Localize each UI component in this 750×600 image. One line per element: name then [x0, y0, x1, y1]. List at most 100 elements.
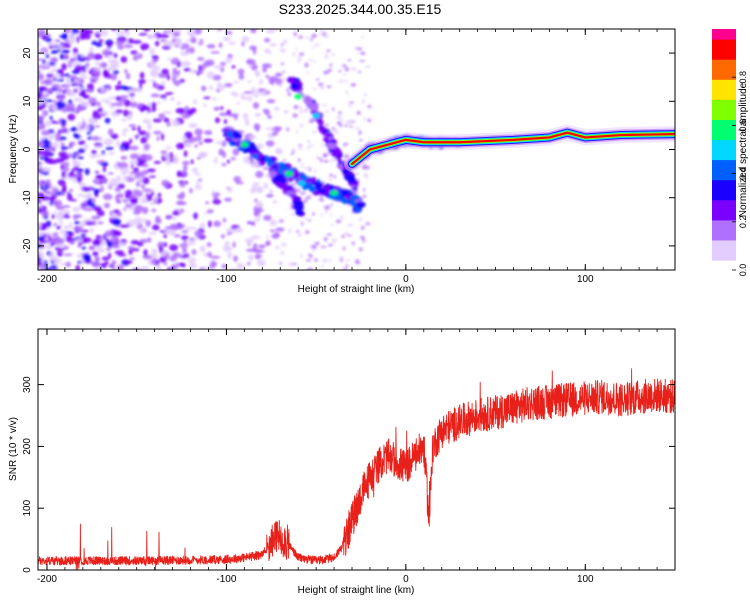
colorbar-step: [712, 235, 736, 239]
noise-blob: [38, 40, 41, 48]
noise-blob: [88, 119, 96, 125]
noise-blob: [194, 144, 198, 148]
noise-blob: [77, 156, 84, 160]
noise-blob: [323, 35, 329, 39]
noise-blob: [73, 79, 82, 85]
colorbar-step: [712, 215, 736, 219]
ridge-blob: [349, 200, 357, 207]
ridge-hotspot: [285, 170, 294, 177]
colorbar-step: [712, 179, 736, 183]
noise-blob: [96, 210, 105, 217]
colorbar-step: [712, 159, 736, 163]
noise-blob: [201, 266, 207, 270]
ridge-blob: [326, 142, 337, 150]
colorbar-step: [712, 107, 736, 110]
noise-blob: [250, 63, 258, 71]
noise-blob: [90, 102, 96, 107]
noise-blob: [185, 39, 192, 43]
noise-blob: [65, 76, 70, 84]
snr-y-ticks: 0 100 200 300: [22, 376, 675, 573]
noise-blob: [194, 128, 203, 136]
noise-blob: [275, 227, 285, 232]
noise-blob: [255, 170, 264, 178]
noise-blob: [256, 259, 266, 267]
noise-blob: [304, 108, 308, 113]
noise-blob: [106, 247, 111, 252]
noise-blob: [233, 255, 238, 262]
noise-blob: [263, 214, 272, 221]
noise-blob: [311, 33, 317, 39]
noise-blob: [113, 69, 119, 75]
noise-blob: [198, 151, 209, 158]
noise-blob: [247, 254, 254, 260]
noise-blob: [94, 170, 100, 174]
colorbar-step: [712, 143, 736, 147]
colorbar-step: [712, 65, 736, 68]
colorbar-step: [712, 171, 736, 175]
noise-blob: [151, 224, 160, 231]
noise-blob: [46, 131, 52, 134]
noise-blob: [58, 95, 65, 102]
noise-blob: [53, 223, 57, 226]
noise-blob: [81, 237, 92, 243]
noise-blob: [183, 239, 187, 244]
noise-blob: [326, 49, 331, 53]
noise-blob: [305, 195, 312, 200]
ridge-blob: [294, 197, 300, 201]
noise-blob: [50, 192, 58, 196]
noise-blob: [145, 219, 152, 227]
noise-blob: [125, 72, 131, 80]
noise-blob: [267, 194, 274, 198]
noise-blob: [134, 88, 143, 93]
colorbar-step: [712, 61, 736, 64]
noise-blob: [59, 136, 67, 141]
colorbar-step: [712, 81, 736, 84]
noise-blob: [228, 41, 237, 45]
noise-blob: [159, 256, 167, 263]
noise-blob: [252, 182, 260, 186]
noise-blob: [214, 117, 221, 124]
colorbar-step: [712, 69, 736, 72]
noise-blob: [141, 227, 145, 235]
noise-blob: [272, 126, 283, 131]
noise-blob: [55, 121, 60, 124]
noise-blob: [48, 134, 57, 139]
noise-blob: [92, 220, 97, 226]
noise-blob: [174, 262, 179, 270]
snr-x-ticks: -200 -100 0 100: [37, 329, 676, 585]
colorbar-step: [712, 237, 736, 241]
noise-blob: [81, 117, 85, 124]
noise-blob: [343, 124, 349, 127]
colorbar-step: [712, 225, 736, 229]
noise-blob: [153, 195, 158, 203]
colorbar-step: [712, 137, 736, 141]
noise-blob: [201, 85, 207, 92]
noise-blob: [205, 201, 210, 205]
noise-blob: [167, 40, 175, 47]
noise-blob: [88, 246, 96, 250]
noise-blob: [320, 265, 325, 268]
noise-blob: [304, 166, 310, 170]
snr-panel: -200 -100 0 100 0 100 200 300 Height of straig…: [8, 328, 676, 596]
colorbar-tick-label: 0.8: [738, 71, 748, 84]
noise-blob: [55, 101, 66, 109]
noise-blob: [313, 245, 317, 250]
noise-blob: [41, 167, 52, 173]
ridge-blob: [274, 173, 282, 181]
colorbar-step: [712, 93, 736, 96]
noise-blob: [207, 251, 212, 258]
noise-blob: [129, 175, 135, 179]
noise-blob: [280, 62, 284, 66]
noise-blob: [323, 70, 329, 75]
noise-blob: [83, 194, 89, 200]
noise-blob: [258, 79, 264, 85]
noise-blob: [297, 232, 303, 238]
noise-blob: [331, 238, 338, 243]
noise-blob: [362, 117, 366, 121]
colorbar-step: [712, 99, 736, 102]
noise-blob: [288, 262, 293, 267]
noise-blob: [154, 83, 160, 89]
noise-blob: [65, 103, 76, 109]
noise-blob: [47, 41, 57, 47]
noise-blob: [269, 219, 277, 227]
